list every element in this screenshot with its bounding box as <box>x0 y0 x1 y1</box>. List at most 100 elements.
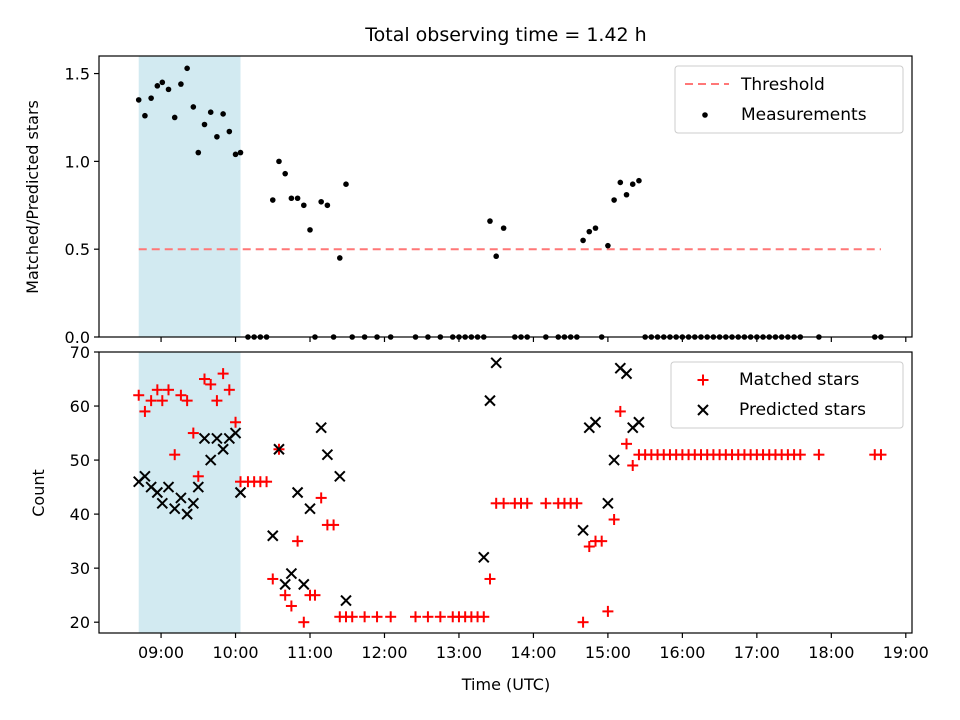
matched-star-point <box>205 378 217 390</box>
measurement-point <box>617 179 624 186</box>
measurement-point <box>288 195 295 202</box>
predicted-star-point <box>298 578 310 591</box>
predicted-star-point <box>192 481 205 493</box>
measurement-point <box>318 198 324 205</box>
bottom-y-axis-label: Count <box>29 469 48 517</box>
bottom-predicted-points <box>133 357 645 607</box>
predicted-star-point <box>620 367 633 380</box>
predicted-star-point <box>478 551 490 564</box>
matched-star-point <box>267 573 279 585</box>
measurement-point <box>201 121 208 128</box>
matched-star-point <box>151 384 163 396</box>
bottom-legend: Matched stars Predicted stars <box>670 361 904 429</box>
matched-star-point <box>875 449 887 461</box>
matched-star-point <box>169 449 181 461</box>
matched-star-point <box>627 459 639 471</box>
x-tick-label: 16:00 <box>659 643 705 662</box>
legend-matched-label: Matched stars <box>739 370 859 390</box>
matched-star-point <box>223 384 235 396</box>
measurement-point <box>282 170 288 177</box>
y-tick-label: 20 <box>70 613 90 632</box>
matched-star-point <box>410 611 422 623</box>
measurement-point <box>336 255 343 261</box>
matched-star-point <box>279 589 291 601</box>
matched-star-point <box>309 589 321 601</box>
x-tick-label: 13:00 <box>436 643 482 662</box>
y-tick-label: 1.0 <box>65 152 90 171</box>
legend-matched-swatch <box>697 374 709 386</box>
measurement-point <box>586 228 593 235</box>
x-tick-label: 19:00 <box>883 643 929 662</box>
matched-star-point <box>359 611 371 623</box>
measurement-point <box>142 112 148 119</box>
matched-star-point <box>346 611 358 623</box>
matched-star-point <box>192 470 204 482</box>
top-legend-box <box>674 65 904 134</box>
predicted-star-point <box>234 486 247 499</box>
measurement-point <box>232 151 239 158</box>
bottom-plot-frame <box>98 351 913 634</box>
legend-plus-marker <box>697 374 709 386</box>
measurement-point <box>226 128 233 135</box>
predicted-star-point <box>291 486 304 499</box>
chart-title: Total observing time = 1.42 h <box>364 24 646 46</box>
x-tick-label: 14:00 <box>510 643 556 662</box>
predicted-star-point <box>279 578 291 591</box>
y-tick-label: 0.5 <box>65 240 90 259</box>
measurement-point <box>487 218 493 224</box>
predicted-star-point <box>267 530 279 542</box>
matched-star-point <box>602 605 614 617</box>
matched-star-point <box>217 368 229 380</box>
matched-star-point <box>422 611 434 623</box>
y-tick-label: 70 <box>70 343 90 362</box>
matched-star-point <box>614 405 626 417</box>
measurement-point <box>195 149 202 156</box>
measurement-point <box>629 181 636 188</box>
bottom-y-axis: 20 30 40 50 60 70 <box>70 343 99 632</box>
bottom-legend-box <box>670 361 904 429</box>
predicted-star-point <box>211 432 223 445</box>
predicted-star-point <box>608 454 620 466</box>
x-tick-label: 09:00 <box>138 643 184 662</box>
predicted-star-point <box>589 416 602 428</box>
y-tick-label: 30 <box>70 559 90 578</box>
predicted-star-point <box>229 427 242 439</box>
y-tick-label: 60 <box>70 397 90 416</box>
bottom-matched-points <box>133 368 887 628</box>
predicted-star-point <box>187 497 200 510</box>
matched-star-point <box>478 611 490 623</box>
y-tick-label: 50 <box>70 451 90 470</box>
measurement-point <box>148 95 154 101</box>
predicted-star-point <box>175 492 187 504</box>
matched-star-point <box>577 616 589 628</box>
matched-star-point <box>328 519 340 531</box>
measurement-point <box>294 195 301 202</box>
matched-star-point <box>621 438 633 450</box>
predicted-star-point <box>139 470 151 482</box>
top-plot-frame <box>98 55 913 338</box>
matched-star-point <box>608 514 620 526</box>
matched-star-point <box>540 497 552 509</box>
measurement-point <box>343 181 349 188</box>
predicted-star-point <box>285 567 298 580</box>
measurement-point <box>493 253 499 260</box>
measurement-point <box>276 158 282 165</box>
matched-star-point <box>187 427 199 439</box>
measurement-point <box>165 86 172 93</box>
matched-star-point <box>484 573 496 585</box>
predicted-star-point <box>169 503 181 515</box>
matched-star-point <box>139 405 151 417</box>
matched-star-point <box>596 535 608 547</box>
predicted-star-point <box>315 421 327 434</box>
legend-threshold-label: Threshold <box>740 75 825 95</box>
matched-star-point <box>583 541 595 553</box>
predicted-star-point <box>151 486 164 499</box>
predicted-star-point <box>334 470 346 482</box>
matched-star-point <box>285 600 297 612</box>
x-tick-label: 18:00 <box>808 643 854 662</box>
measurement-point <box>605 242 611 249</box>
x-axis-label: Time (UTC) <box>461 675 550 694</box>
top-shaded-region <box>138 56 241 337</box>
matched-star-point <box>181 395 193 407</box>
